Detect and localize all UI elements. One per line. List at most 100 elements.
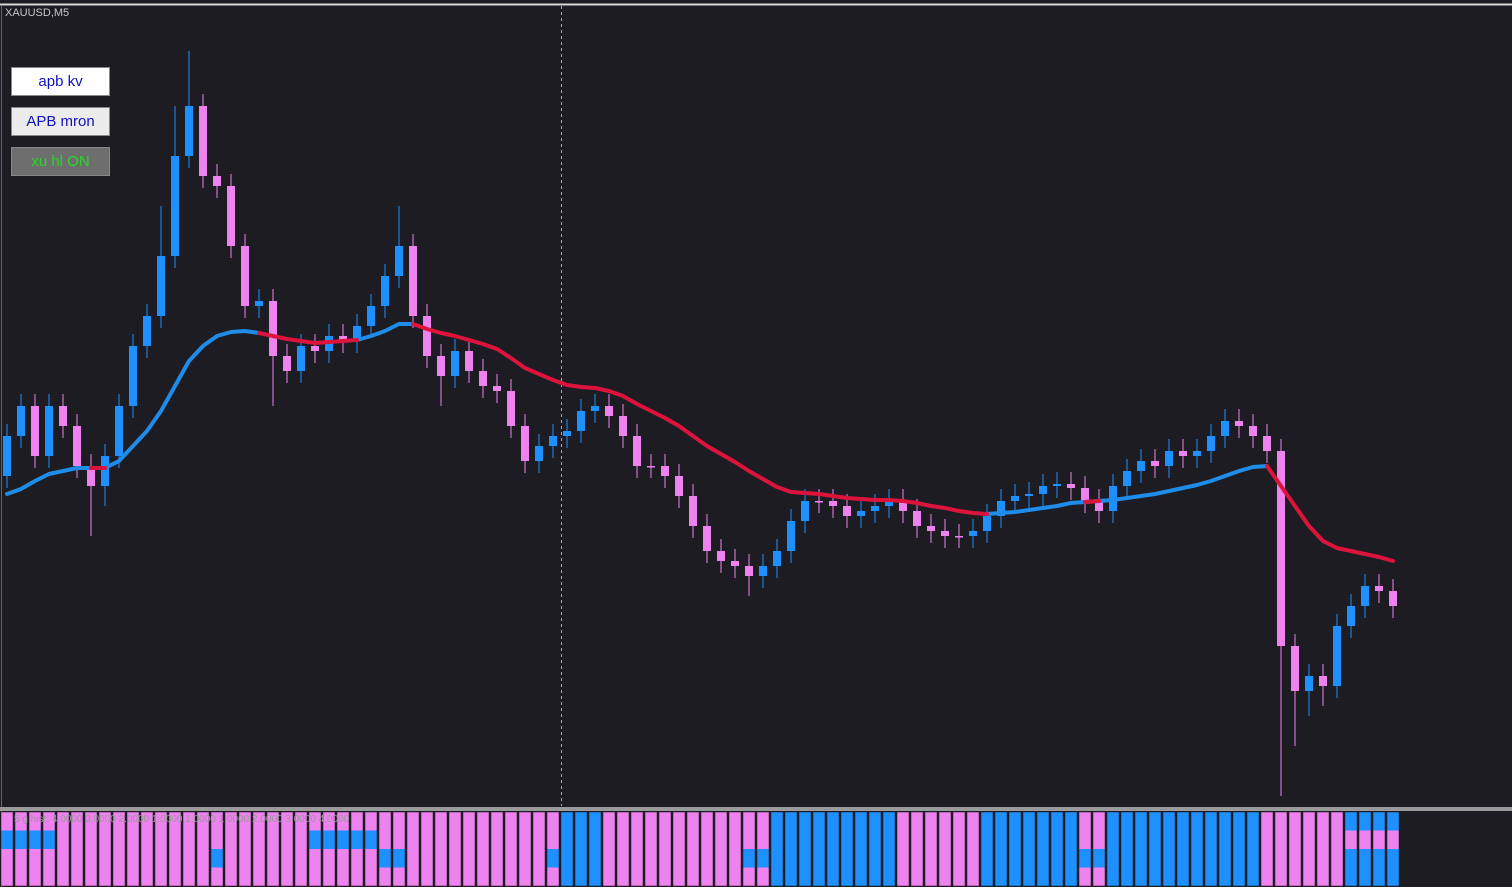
toggle-button[interactable]: xu hl ON (11, 147, 110, 176)
histogram-bar (630, 811, 644, 887)
histogram-cell (99, 849, 111, 868)
histogram-cell (1093, 812, 1105, 831)
histogram-cell (365, 830, 377, 849)
candle-body (871, 506, 879, 511)
histogram-cell (393, 812, 405, 831)
histogram-cell (757, 849, 769, 868)
histogram-bar (854, 811, 868, 887)
histogram-cell (575, 849, 587, 868)
histogram-bar (1344, 811, 1358, 887)
candle-body (577, 411, 585, 431)
histogram-bar (658, 811, 672, 887)
candle-body (633, 436, 641, 466)
candle-body (381, 276, 389, 306)
histogram-bar (910, 811, 924, 887)
candle-body (703, 526, 711, 551)
histogram-cell (1387, 867, 1399, 886)
histogram-bar (714, 811, 728, 887)
toggle-button[interactable]: apb kv (11, 67, 110, 96)
histogram-cell (883, 812, 895, 831)
histogram-cell (939, 849, 951, 868)
histogram-cell (267, 830, 279, 849)
histogram-cell (155, 849, 167, 868)
histogram-cell (883, 830, 895, 849)
histogram-bar (252, 811, 266, 887)
histogram-bar (322, 811, 336, 887)
histogram-cell (1023, 812, 1035, 831)
candle-body (605, 406, 613, 416)
histogram-cell (505, 830, 517, 849)
histogram-cell (351, 812, 363, 831)
histogram-cell (393, 849, 405, 868)
histogram-bar (1176, 811, 1190, 887)
histogram-cell (645, 812, 657, 831)
candle-body (1361, 586, 1369, 606)
candle-body (885, 501, 893, 506)
histogram-cell (967, 830, 979, 849)
histogram-cell (253, 830, 265, 849)
histogram-cell (897, 867, 909, 886)
histogram-bar (1036, 811, 1050, 887)
histogram-cell (1009, 867, 1021, 886)
candle-body (969, 531, 977, 536)
histogram-cell (1065, 812, 1077, 831)
histogram-cell (435, 867, 447, 886)
histogram-bar (1316, 811, 1330, 887)
histogram-cell (1387, 849, 1399, 868)
histogram-cell (1177, 867, 1189, 886)
histogram-cell (1233, 812, 1245, 831)
histogram-bar (490, 811, 504, 887)
moving-average (355, 322, 415, 342)
candle-body (717, 551, 725, 561)
histogram-cell (841, 867, 853, 886)
histogram-bar (224, 811, 238, 887)
toggle-button[interactable]: APB mron (11, 107, 110, 136)
candle-body (1039, 486, 1047, 494)
candle-body (87, 466, 95, 486)
histogram-bar (728, 811, 742, 887)
histogram-cell (1387, 830, 1399, 849)
histogram-cell (113, 830, 125, 849)
histogram-cell (827, 849, 839, 868)
candle-body (773, 551, 781, 566)
histogram-cell (99, 867, 111, 886)
histogram-cell (435, 830, 447, 849)
histogram-cell (197, 812, 209, 831)
histogram-cell (911, 830, 923, 849)
histogram-cell (1219, 867, 1231, 886)
histogram-cell (547, 812, 559, 831)
histogram-cell (1303, 867, 1315, 886)
histogram-cell (1107, 812, 1119, 831)
histogram-bar (1232, 811, 1246, 887)
histogram-cell (561, 812, 573, 831)
candle-body (227, 186, 235, 246)
histogram-cell (925, 830, 937, 849)
histogram-cell (1289, 830, 1301, 849)
histogram-cell (743, 849, 755, 868)
histogram-cell (743, 867, 755, 886)
histogram-cell (15, 812, 27, 831)
candle-body (1305, 676, 1313, 691)
histogram-cell (43, 830, 55, 849)
histogram-cell (1121, 867, 1133, 886)
histogram-cell (477, 867, 489, 886)
histogram-cell (1205, 812, 1217, 831)
histogram-cell (365, 849, 377, 868)
histogram-cell (1261, 812, 1273, 831)
histogram-cell (295, 812, 307, 831)
histogram-cell (1289, 849, 1301, 868)
histogram-bar (462, 811, 476, 887)
histogram-cell (1121, 849, 1133, 868)
histogram-cell (1289, 812, 1301, 831)
histogram-cell (1219, 812, 1231, 831)
histogram-cell (1261, 830, 1273, 849)
histogram-cell (1275, 830, 1287, 849)
histogram-cell (855, 867, 867, 886)
histogram-cell (575, 867, 587, 886)
histogram-cell (211, 867, 223, 886)
histogram-cell (729, 867, 741, 886)
histogram-bar (364, 811, 378, 887)
histogram-cell (183, 812, 195, 831)
histogram-bar (1302, 811, 1316, 887)
histogram-cell (1317, 812, 1329, 831)
